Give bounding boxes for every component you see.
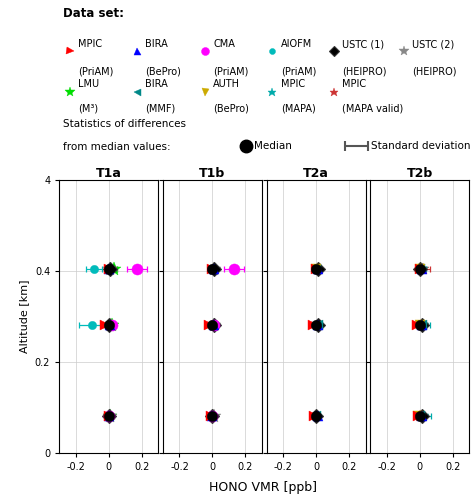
Text: BIRA: BIRA <box>146 80 168 90</box>
Text: BIRA: BIRA <box>146 40 168 50</box>
Text: (HEIPRO): (HEIPRO) <box>412 66 456 76</box>
Text: (HEIPRO): (HEIPRO) <box>342 66 387 76</box>
Text: MPIC: MPIC <box>342 80 366 90</box>
Text: (PriAM): (PriAM) <box>78 66 113 76</box>
Text: USTC (2): USTC (2) <box>412 40 454 50</box>
Text: (PriAM): (PriAM) <box>281 66 316 76</box>
Title: T2b: T2b <box>407 167 433 180</box>
Text: MPIC: MPIC <box>78 40 102 50</box>
Text: (MMF): (MMF) <box>146 104 175 114</box>
Text: Standard deviation: Standard deviation <box>371 141 470 151</box>
Text: LMU: LMU <box>78 80 99 90</box>
Title: T1a: T1a <box>96 167 122 180</box>
Text: (PriAM): (PriAM) <box>213 66 248 76</box>
Text: (MAPA): (MAPA) <box>281 104 315 114</box>
Text: MPIC: MPIC <box>281 80 305 90</box>
Text: Statistics of differences: Statistics of differences <box>64 120 186 130</box>
Text: AIOFM: AIOFM <box>281 40 312 50</box>
Text: CMA: CMA <box>213 40 235 50</box>
Title: T1b: T1b <box>199 167 226 180</box>
Text: Data set:: Data set: <box>64 8 124 20</box>
Text: (BePro): (BePro) <box>213 104 249 114</box>
Text: USTC (1): USTC (1) <box>342 40 384 50</box>
Text: AUTH: AUTH <box>213 80 240 90</box>
Text: (M³): (M³) <box>78 104 98 114</box>
Y-axis label: Altitude [km]: Altitude [km] <box>19 280 29 353</box>
Text: HONO VMR [ppb]: HONO VMR [ppb] <box>209 481 317 494</box>
Text: (BePro): (BePro) <box>146 66 181 76</box>
Text: from median values:: from median values: <box>64 142 171 152</box>
Text: (MAPA valid): (MAPA valid) <box>342 104 403 114</box>
Text: Median: Median <box>254 141 292 151</box>
Title: T2a: T2a <box>303 167 329 180</box>
